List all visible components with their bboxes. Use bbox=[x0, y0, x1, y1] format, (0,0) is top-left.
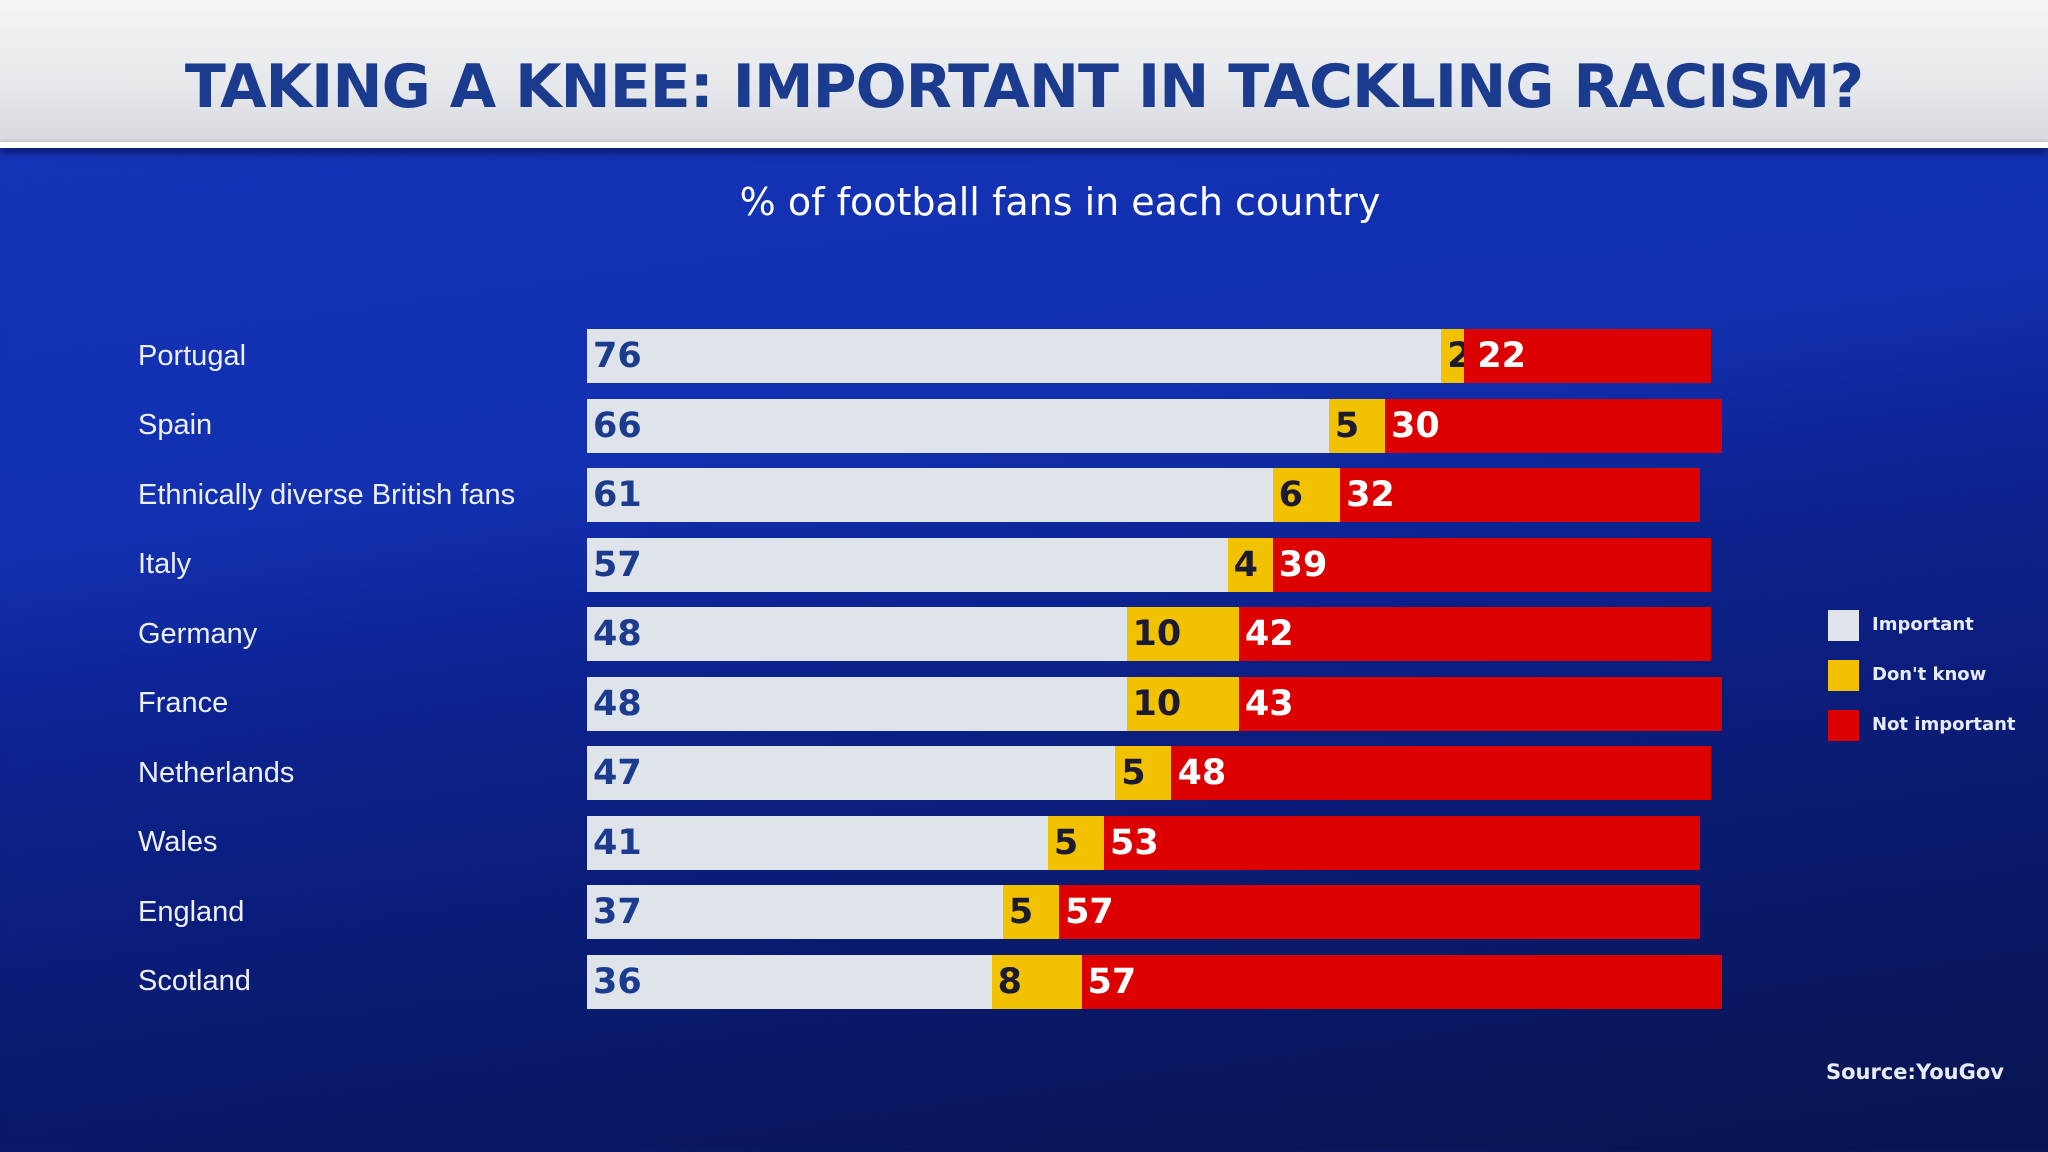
bar-segment-not-important bbox=[1104, 815, 1700, 870]
bar-segment-don-t-know bbox=[1047, 815, 1105, 870]
bar-segment-not-important bbox=[1081, 954, 1723, 1009]
data-label: 48 bbox=[1177, 753, 1227, 793]
data-label: 48 bbox=[593, 683, 642, 724]
category-label: Italy bbox=[138, 548, 192, 581]
data-label: 48 bbox=[593, 614, 642, 654]
bar-segment-don-t-know bbox=[991, 954, 1082, 1009]
data-label: 5 bbox=[1121, 753, 1146, 793]
data-label: 6 bbox=[1278, 475, 1303, 515]
bar-segment-important bbox=[587, 746, 1116, 800]
bar-segment-not-important bbox=[1463, 329, 1711, 383]
legend-label: Don't know bbox=[1872, 664, 1987, 685]
bar-segment-important bbox=[587, 885, 1003, 939]
chart-title: TAKING A KNEE: IMPORTANT IN TACKLING RAC… bbox=[184, 52, 1864, 122]
category-label: Ethnically diverse British fans bbox=[138, 478, 516, 511]
bar-segment-important bbox=[587, 537, 1228, 592]
data-label: 61 bbox=[593, 475, 642, 515]
data-label: 5 bbox=[1334, 405, 1360, 446]
legend-label: Not important bbox=[1872, 714, 2016, 735]
category-label: Netherlands bbox=[138, 756, 295, 789]
data-label: 5 bbox=[1008, 892, 1034, 932]
category-label: Germany bbox=[138, 617, 258, 650]
data-label: 5 bbox=[1053, 822, 1079, 863]
category-label: Scotland bbox=[138, 965, 251, 998]
bar-segment-don-t-know bbox=[1227, 537, 1273, 592]
data-label: 47 bbox=[593, 753, 642, 793]
data-label: 57 bbox=[1065, 892, 1114, 932]
bar-segment-important bbox=[587, 815, 1048, 870]
bar-segment-not-important bbox=[1385, 398, 1723, 453]
data-label: 37 bbox=[593, 892, 642, 932]
data-label: 8 bbox=[997, 961, 1022, 1002]
bar-segment-important bbox=[587, 468, 1273, 522]
data-label: 10 bbox=[1132, 614, 1182, 654]
data-label: 41 bbox=[593, 822, 642, 863]
bar-segment-not-important bbox=[1059, 885, 1700, 939]
bar-segment-don-t-know bbox=[1126, 676, 1239, 731]
bar-segment-don-t-know bbox=[1002, 885, 1060, 939]
bar-segment-not-important bbox=[1340, 468, 1700, 522]
source-note: Source:YouGov bbox=[1826, 1060, 2004, 1084]
bar-segment-important bbox=[587, 398, 1329, 453]
legend-swatch bbox=[1828, 610, 1859, 641]
data-label: 42 bbox=[1244, 614, 1294, 654]
data-label: 43 bbox=[1244, 683, 1294, 724]
data-label: 57 bbox=[1087, 961, 1137, 1002]
bar-segment-important bbox=[587, 329, 1442, 383]
bar-segment-not-important bbox=[1238, 676, 1723, 731]
category-label: France bbox=[138, 687, 229, 720]
bar-segment-don-t-know bbox=[1441, 329, 1464, 383]
data-label: 10 bbox=[1132, 683, 1182, 724]
category-label: Spain bbox=[138, 409, 213, 442]
legend-label: Important bbox=[1872, 614, 1974, 635]
data-label: 30 bbox=[1391, 405, 1440, 446]
category-label: England bbox=[138, 895, 245, 928]
header-band bbox=[0, 0, 2048, 142]
data-label: 57 bbox=[593, 544, 642, 585]
data-label: 22 bbox=[1477, 336, 1526, 376]
bar-segment-important bbox=[587, 954, 992, 1009]
header-divider bbox=[0, 142, 2048, 148]
data-label: 76 bbox=[593, 336, 642, 376]
data-label: 36 bbox=[593, 961, 642, 1002]
category-label: Portugal bbox=[138, 339, 247, 372]
legend-swatch bbox=[1828, 660, 1859, 691]
data-label: 53 bbox=[1110, 822, 1159, 863]
bar-segment-don-t-know bbox=[1328, 398, 1386, 453]
data-label: 39 bbox=[1278, 544, 1328, 585]
bar-segment-not-important bbox=[1238, 607, 1711, 661]
data-label: 32 bbox=[1346, 475, 1395, 515]
bar-segment-don-t-know bbox=[1115, 746, 1172, 800]
bar-segment-not-important bbox=[1272, 537, 1711, 592]
bar-segment-don-t-know bbox=[1126, 607, 1239, 661]
bar-segment-important bbox=[587, 676, 1127, 731]
data-label: 4 bbox=[1233, 544, 1259, 585]
legend-swatch bbox=[1828, 710, 1859, 741]
data-label: 66 bbox=[593, 405, 642, 446]
bar-segment-not-important bbox=[1171, 746, 1711, 800]
chart-subtitle: % of football fans in each country bbox=[739, 180, 1381, 224]
category-label: Wales bbox=[138, 826, 218, 859]
bar-segment-don-t-know bbox=[1272, 468, 1341, 522]
bar-segment-important bbox=[587, 607, 1127, 661]
